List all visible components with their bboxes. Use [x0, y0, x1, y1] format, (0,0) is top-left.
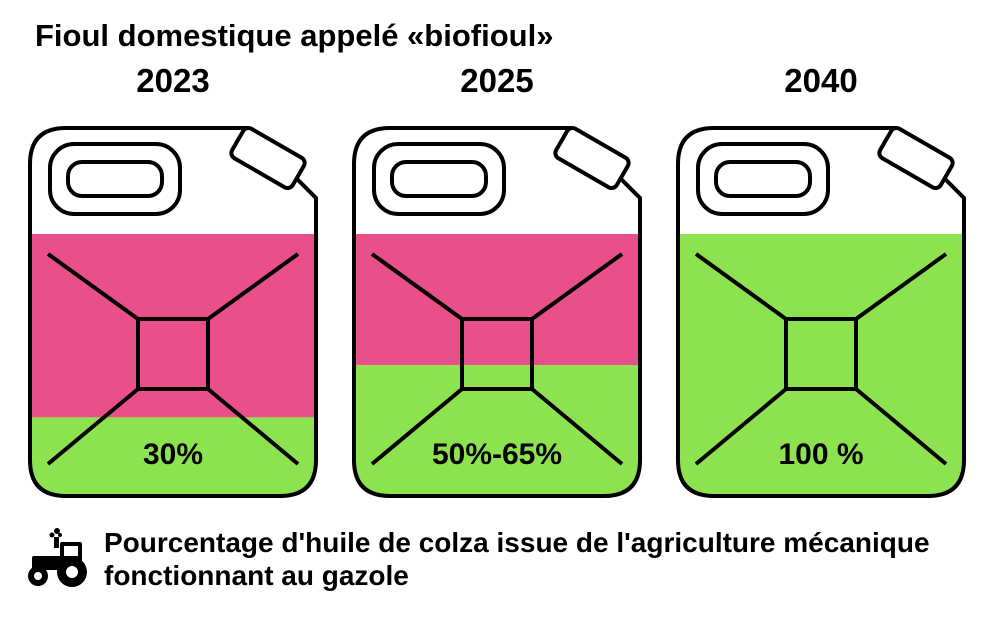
canister-row: 2023 30% 2025 50%-65% 2040 100 %: [18, 62, 976, 504]
svg-text:100 %: 100 %: [778, 438, 863, 471]
year-label: 2025: [460, 62, 533, 100]
canister-svg: 50%-65%: [342, 104, 652, 504]
footer-text: Pourcentage d'huile de colza issue de l'…: [104, 526, 982, 593]
year-label: 2023: [136, 62, 209, 100]
tractor-icon: [22, 526, 94, 588]
canister-2040: 2040 100 %: [666, 62, 976, 504]
footer: Pourcentage d'huile de colza issue de l'…: [22, 526, 982, 593]
canister-2023: 2023 30%: [18, 62, 328, 504]
canister-svg: 30%: [18, 104, 328, 504]
canister-2025: 2025 50%-65%: [342, 62, 652, 504]
svg-text:50%-65%: 50%-65%: [432, 438, 562, 471]
svg-text:30%: 30%: [143, 438, 203, 471]
year-label: 2040: [784, 62, 857, 100]
page-title: Fioul domestique appelé «biofioul»: [35, 18, 553, 54]
canister-svg: 100 %: [666, 104, 976, 504]
